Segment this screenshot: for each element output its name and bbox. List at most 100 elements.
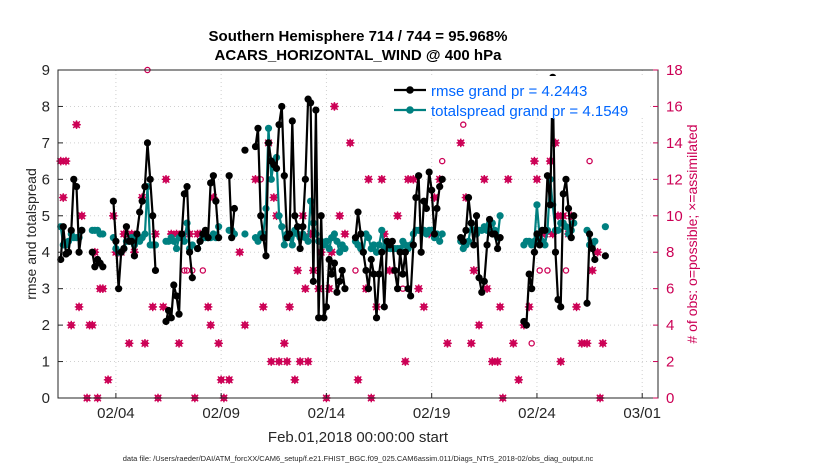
- rmse-series-point: [391, 266, 399, 275]
- rmse-series-point: [196, 237, 204, 245]
- rmse-series-point: [551, 248, 560, 256]
- rmse-series-point: [167, 314, 175, 322]
- obs-assimilated-marker: [588, 266, 597, 275]
- left-tick-label: 2: [42, 317, 50, 334]
- legend-spread-marker: [406, 106, 414, 114]
- rmse-series-point: [312, 106, 320, 114]
- right-tick-label: 14: [666, 135, 683, 152]
- rmse-series-point: [201, 226, 209, 234]
- legend-rmse-marker: [406, 86, 414, 94]
- spread-series-point: [280, 241, 288, 249]
- obs-assimilated-marker: [335, 211, 344, 221]
- x-axis-label: Feb.01,2018 00:00:00 start: [268, 429, 449, 446]
- obs-assimilated-marker: [240, 320, 250, 330]
- obs-possible-marker: [544, 267, 551, 274]
- obs-assimilated-marker: [269, 193, 279, 202]
- rmse-series-point: [130, 252, 139, 260]
- rmse-series-point: [412, 193, 420, 202]
- rmse-series-point: [585, 230, 594, 238]
- rmse-series-point: [338, 266, 346, 275]
- rmse-series-point: [357, 230, 365, 238]
- rmse-series-point: [467, 219, 475, 227]
- rmse-series-point: [462, 226, 470, 234]
- obs-possible-marker: [562, 267, 570, 274]
- spread-series-point: [496, 212, 504, 220]
- rmse-series-point: [120, 244, 128, 253]
- spread-series-point: [364, 234, 373, 242]
- obs-assimilated-marker: [377, 175, 387, 184]
- obs-assimilated-marker: [224, 375, 234, 385]
- rmse-series-point: [91, 263, 99, 271]
- obs-assimilated-marker: [98, 284, 108, 293]
- spread-series-point: [99, 230, 107, 238]
- x-tick-label: 02/14: [308, 405, 346, 422]
- rmse-series-point: [378, 248, 386, 256]
- x-tick-label: 02/19: [413, 405, 451, 422]
- obs-assimilated-marker: [301, 284, 310, 293]
- rmse-series-point: [180, 190, 188, 198]
- spread-series-point: [464, 237, 473, 245]
- left-tick-label: 3: [42, 281, 50, 298]
- obs-possible-marker: [586, 157, 593, 165]
- obs-assimilated-marker: [290, 375, 300, 385]
- spread-series-point: [541, 241, 549, 249]
- rmse-series-point: [133, 230, 141, 238]
- left-tick-label: 7: [42, 135, 50, 152]
- obs-assimilated-marker: [353, 375, 363, 385]
- rmse-series-point: [151, 266, 160, 275]
- rmse-series-point: [141, 183, 149, 191]
- obs-assimilated-marker: [401, 357, 410, 366]
- spread-series-point: [172, 244, 181, 253]
- rmse-series-point: [225, 172, 233, 180]
- rmse-series-point: [375, 270, 383, 278]
- rmse-series-point: [149, 212, 157, 220]
- rmse-series-point: [328, 270, 336, 278]
- rmse-series-point: [172, 292, 181, 300]
- obs-assimilated-marker: [58, 193, 68, 202]
- rmse-series-point: [393, 285, 402, 293]
- rmse-series-point: [67, 226, 75, 234]
- obs-assimilated-marker: [251, 175, 260, 184]
- rmse-series-point: [541, 226, 549, 234]
- obs-possible-marker: [352, 267, 359, 274]
- rmse-series-point: [422, 204, 431, 213]
- left-axis-ticks: 0 1 2 3 4 5 6 7 8 9: [42, 62, 63, 407]
- obs-assimilated-marker: [474, 320, 484, 330]
- left-tick-label: 4: [42, 244, 50, 261]
- left-tick-label: 0: [42, 390, 50, 407]
- obs-assimilated-marker: [503, 175, 513, 184]
- rmse-series-point: [175, 310, 183, 318]
- right-axis-ticks: 0 2 4 6 8 10 12 14 16 18: [653, 62, 683, 407]
- rmse-series-point: [207, 179, 215, 187]
- rmse-series-point: [64, 248, 73, 256]
- rmse-series-point: [59, 223, 67, 231]
- spread-series-point: [275, 212, 283, 220]
- rmse-series-point: [170, 281, 178, 289]
- left-axis-label: rmse and totalspread: [23, 168, 39, 300]
- obs-assimilated-marker: [495, 302, 505, 312]
- right-axis-label: # of obs: o=possible; ×=assimilated: [684, 124, 700, 343]
- obs-assimilated-marker: [295, 357, 305, 366]
- rmse-series-point: [185, 248, 194, 256]
- rmse-series-point: [420, 197, 428, 205]
- x-tick-label: 02/09: [202, 405, 240, 422]
- obs-assimilated-marker: [285, 302, 294, 312]
- obs-assimilated-marker: [103, 375, 113, 385]
- rmse-series-point: [57, 255, 65, 264]
- rmse-series-point: [380, 303, 388, 311]
- rmse-series-point: [472, 212, 481, 220]
- rmse-series-point: [601, 252, 609, 260]
- rmse-series-point: [459, 237, 467, 245]
- spread-series-point: [330, 230, 339, 238]
- rmse-series-point: [204, 234, 212, 242]
- spread-series-point: [336, 248, 344, 256]
- rmse-series-point: [583, 299, 591, 307]
- rmse-series-point: [285, 230, 294, 238]
- spread-series-point: [322, 237, 331, 245]
- obs-assimilated-marker: [140, 339, 150, 348]
- obs-assimilated-marker: [280, 339, 289, 348]
- rmse-series-point: [485, 215, 494, 224]
- rmse-series-point: [88, 248, 96, 256]
- rmse-series-point: [299, 223, 307, 231]
